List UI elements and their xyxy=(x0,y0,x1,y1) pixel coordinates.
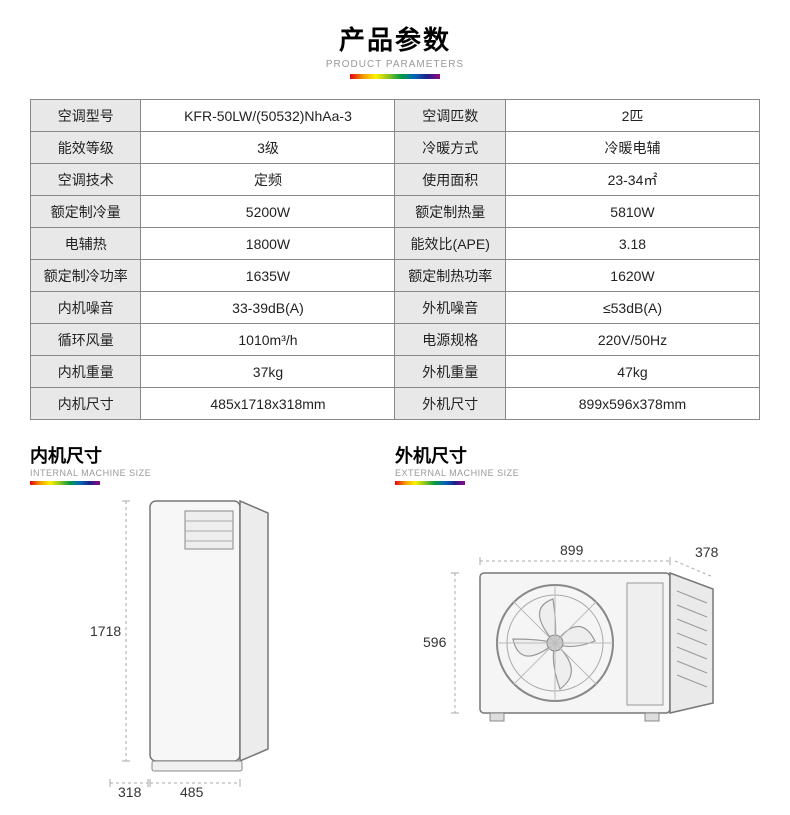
spec-value: 23-34㎡ xyxy=(505,164,759,196)
page-header: 产品参数 PRODUCT PARAMETERS xyxy=(30,20,760,79)
table-row: 循环风量1010m³/h电源规格220V/50Hz xyxy=(31,324,760,356)
spec-value: 220V/50Hz xyxy=(505,324,759,356)
spec-label: 能效比(APE) xyxy=(395,228,505,260)
spec-label: 内机重量 xyxy=(31,356,141,388)
spec-label: 外机重量 xyxy=(395,356,505,388)
table-row: 电辅热1800W能效比(APE)3.18 xyxy=(31,228,760,260)
diagrams-row: 内机尺寸 INTERNAL MACHINE SIZE 1718 xyxy=(30,442,760,801)
spec-value: 定频 xyxy=(141,164,395,196)
external-height-label: 596 xyxy=(423,634,447,650)
spec-value: 485x1718x318mm xyxy=(141,388,395,420)
table-row: 内机重量37kg外机重量47kg xyxy=(31,356,760,388)
internal-title-cn: 内机尺寸 xyxy=(30,442,395,468)
spec-label: 空调技术 xyxy=(31,164,141,196)
spec-label: 使用面积 xyxy=(395,164,505,196)
spec-label: 内机噪音 xyxy=(31,292,141,324)
internal-unit-diagram: 1718 485 318 xyxy=(30,491,340,801)
spec-value: 5200W xyxy=(141,196,395,228)
spec-value: 1620W xyxy=(505,260,759,292)
internal-unit-section: 内机尺寸 INTERNAL MACHINE SIZE 1718 xyxy=(30,442,395,801)
spec-label: 电辅热 xyxy=(31,228,141,260)
rainbow-divider-sm xyxy=(395,481,465,485)
spec-value: 47kg xyxy=(505,356,759,388)
table-row: 额定制冷功率1635W额定制热功率1620W xyxy=(31,260,760,292)
rainbow-divider xyxy=(350,74,440,79)
external-title-cn: 外机尺寸 xyxy=(395,442,760,468)
spec-value: 1800W xyxy=(141,228,395,260)
spec-label: 循环风量 xyxy=(31,324,141,356)
internal-title-en: INTERNAL MACHINE SIZE xyxy=(30,468,395,478)
table-row: 内机尺寸485x1718x318mm外机尺寸899x596x378mm xyxy=(31,388,760,420)
spec-table: 空调型号KFR-50LW/(50532)NhAa-3空调匹数2匹能效等级3级冷暖… xyxy=(30,99,760,420)
spec-value: KFR-50LW/(50532)NhAa-3 xyxy=(141,100,395,132)
title-en: PRODUCT PARAMETERS xyxy=(30,59,760,70)
spec-value: 1635W xyxy=(141,260,395,292)
external-unit-diagram: 899 378 xyxy=(395,491,755,771)
external-unit-section: 外机尺寸 EXTERNAL MACHINE SIZE 899 378 xyxy=(395,442,760,801)
spec-label: 外机尺寸 xyxy=(395,388,505,420)
spec-value: 37kg xyxy=(141,356,395,388)
external-depth-label: 378 xyxy=(695,544,719,560)
table-row: 空调技术定频使用面积23-34㎡ xyxy=(31,164,760,196)
rainbow-divider-sm xyxy=(30,481,100,485)
table-row: 内机噪音33-39dB(A)外机噪音≤53dB(A) xyxy=(31,292,760,324)
spec-value: 899x596x378mm xyxy=(505,388,759,420)
spec-label: 额定制热功率 xyxy=(395,260,505,292)
table-row: 空调型号KFR-50LW/(50532)NhAa-3空调匹数2匹 xyxy=(31,100,760,132)
spec-value: 3.18 xyxy=(505,228,759,260)
spec-label: 额定制热量 xyxy=(395,196,505,228)
external-title-en: EXTERNAL MACHINE SIZE xyxy=(395,468,760,478)
table-row: 额定制冷量5200W额定制热量5810W xyxy=(31,196,760,228)
spec-value: 冷暖电辅 xyxy=(505,132,759,164)
spec-value: 2匹 xyxy=(505,100,759,132)
spec-label: 冷暖方式 xyxy=(395,132,505,164)
spec-value: ≤53dB(A) xyxy=(505,292,759,324)
spec-label: 电源规格 xyxy=(395,324,505,356)
spec-label: 空调型号 xyxy=(31,100,141,132)
spec-label: 能效等级 xyxy=(31,132,141,164)
table-row: 能效等级3级冷暖方式冷暖电辅 xyxy=(31,132,760,164)
spec-value: 1010m³/h xyxy=(141,324,395,356)
internal-width-label: 485 xyxy=(180,784,204,800)
external-width-label: 899 xyxy=(560,542,584,558)
spec-label: 空调匹数 xyxy=(395,100,505,132)
title-cn: 产品参数 xyxy=(30,20,760,57)
spec-label: 外机噪音 xyxy=(395,292,505,324)
internal-header: 内机尺寸 INTERNAL MACHINE SIZE xyxy=(30,442,395,485)
spec-label: 额定制冷量 xyxy=(31,196,141,228)
internal-height-label: 1718 xyxy=(90,623,121,639)
internal-depth-label: 318 xyxy=(118,784,142,800)
external-header: 外机尺寸 EXTERNAL MACHINE SIZE xyxy=(395,442,760,485)
spec-value: 33-39dB(A) xyxy=(141,292,395,324)
spec-label: 内机尺寸 xyxy=(31,388,141,420)
spec-label: 额定制冷功率 xyxy=(31,260,141,292)
spec-value: 3级 xyxy=(141,132,395,164)
spec-value: 5810W xyxy=(505,196,759,228)
